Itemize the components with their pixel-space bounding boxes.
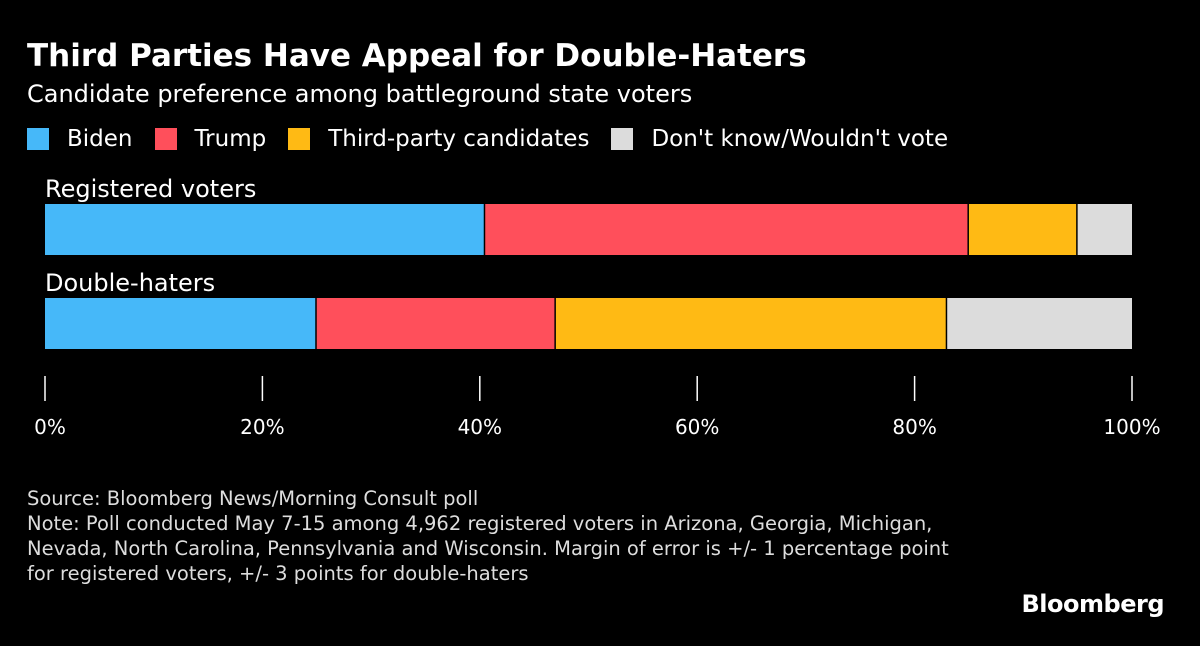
bar-registered-voters-don-t-know-wouldn-t-vote <box>1077 204 1132 255</box>
legend-swatch <box>288 128 311 150</box>
note-text: Note: Poll conducted May 7-15 among 4,96… <box>27 512 949 585</box>
row-label-registered: Registered voters <box>45 175 257 203</box>
legend-item-biden: Biden <box>27 126 133 152</box>
bar-double-haters-third-party-candidates <box>555 298 946 349</box>
x-tick-label: 80% <box>892 415 937 439</box>
bar-registered-voters-biden <box>45 204 484 255</box>
chart-subtitle: Candidate preference among battleground … <box>27 80 693 108</box>
x-tick-label: 20% <box>240 415 285 439</box>
bar-double-haters-biden <box>45 298 316 349</box>
legend-swatch <box>154 128 177 150</box>
footnote: Source: Bloomberg News/Morning Consult p… <box>27 486 977 586</box>
bar-registered-voters-third-party-candidates <box>968 204 1077 255</box>
legend-swatch <box>27 128 49 150</box>
x-tick-label: 40% <box>457 415 503 439</box>
x-tick-label: 60% <box>674 415 720 439</box>
x-tick-label: 100% <box>1103 415 1161 439</box>
legend-label: Don't know/Wouldn't vote <box>651 126 949 152</box>
bloomberg-logo: Bloomberg <box>1021 590 1165 618</box>
bar-registered-voters-trump <box>485 204 968 255</box>
legend-label: Trump <box>194 126 267 152</box>
legend-item-trump: Trump <box>154 126 267 152</box>
legend-label: Biden <box>67 126 133 152</box>
legend-item-dont-know: Don't know/Wouldn't vote <box>611 126 948 152</box>
chart-title: Third Parties Have Appeal for Double-Hat… <box>27 38 807 74</box>
bar-double-haters-trump <box>316 298 555 349</box>
source-text: Source: Bloomberg News/Morning Consult p… <box>27 487 479 510</box>
legend: Biden Trump Third-party candidates Don't… <box>27 126 970 152</box>
bar-double-haters-don-t-know-wouldn-t-vote <box>947 298 1132 349</box>
x-tick-label: 0% <box>34 415 66 439</box>
legend-swatch <box>611 128 634 150</box>
legend-item-third-party: Third-party candidates <box>288 126 589 152</box>
legend-label: Third-party candidates <box>328 126 590 152</box>
row-label-double-haters: Double-haters <box>45 269 216 297</box>
